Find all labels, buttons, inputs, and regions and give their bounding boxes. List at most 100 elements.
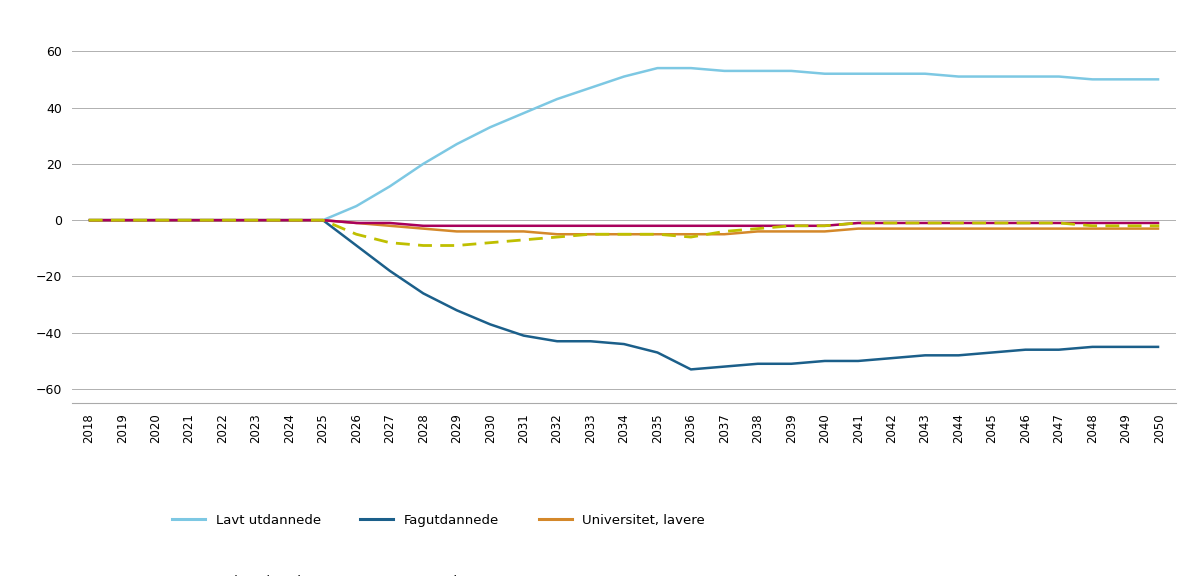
Universitet, høyere bbox=[884, 219, 899, 226]
Universitet, høyere bbox=[215, 217, 229, 223]
Universitet, høyere bbox=[115, 217, 130, 223]
Line: Universitet, lavere: Universitet, lavere bbox=[89, 220, 1159, 234]
Fagutdannede bbox=[884, 355, 899, 362]
Universitet, lavere bbox=[1152, 225, 1166, 232]
Totalt bbox=[349, 231, 364, 238]
Line: Fagutdannede: Fagutdannede bbox=[89, 220, 1159, 369]
Totalt bbox=[1051, 219, 1066, 226]
Universitet, lavere bbox=[248, 217, 263, 223]
Fagutdannede bbox=[583, 338, 598, 344]
Lavt utdannede bbox=[215, 217, 229, 223]
Universitet, høyere bbox=[349, 219, 364, 226]
Totalt bbox=[884, 219, 899, 226]
Universitet, lavere bbox=[684, 231, 698, 238]
Totalt bbox=[918, 219, 932, 226]
Totalt bbox=[851, 219, 865, 226]
Lavt utdannede bbox=[416, 160, 431, 167]
Totalt bbox=[583, 231, 598, 238]
Universitet, høyere bbox=[718, 222, 732, 229]
Fagutdannede bbox=[784, 361, 798, 367]
Lavt utdannede bbox=[1051, 73, 1066, 80]
Fagutdannede bbox=[349, 242, 364, 249]
Lavt utdannede bbox=[516, 109, 530, 116]
Universitet, lavere bbox=[851, 225, 865, 232]
Totalt bbox=[985, 219, 1000, 226]
Totalt bbox=[1085, 222, 1099, 229]
Fagutdannede bbox=[985, 349, 1000, 356]
Lavt utdannede bbox=[149, 217, 163, 223]
Universitet, lavere bbox=[282, 217, 296, 223]
Universitet, høyere bbox=[1152, 219, 1166, 226]
Universitet, høyere bbox=[550, 222, 564, 229]
Lavt utdannede bbox=[918, 70, 932, 77]
Universitet, lavere bbox=[550, 231, 564, 238]
Fagutdannede bbox=[215, 217, 229, 223]
Fagutdannede bbox=[851, 358, 865, 365]
Totalt bbox=[149, 217, 163, 223]
Lavt utdannede bbox=[583, 84, 598, 91]
Universitet, lavere bbox=[316, 217, 330, 223]
Universitet, lavere bbox=[349, 219, 364, 226]
Universitet, høyere bbox=[248, 217, 263, 223]
Universitet, høyere bbox=[650, 222, 665, 229]
Universitet, lavere bbox=[884, 225, 899, 232]
Totalt bbox=[248, 217, 263, 223]
Lavt utdannede bbox=[684, 65, 698, 71]
Fagutdannede bbox=[1152, 343, 1166, 350]
Fagutdannede bbox=[617, 340, 631, 347]
Lavt utdannede bbox=[248, 217, 263, 223]
Fagutdannede bbox=[1085, 343, 1099, 350]
Fagutdannede bbox=[718, 363, 732, 370]
Totalt bbox=[182, 217, 197, 223]
Fagutdannede bbox=[516, 332, 530, 339]
Fagutdannede bbox=[450, 307, 464, 314]
Lavt utdannede bbox=[115, 217, 130, 223]
Universitet, høyere bbox=[450, 222, 464, 229]
Lavt utdannede bbox=[952, 73, 966, 80]
Totalt bbox=[450, 242, 464, 249]
Totalt bbox=[751, 225, 766, 232]
Fagutdannede bbox=[1019, 346, 1033, 353]
Lavt utdannede bbox=[650, 65, 665, 71]
Fagutdannede bbox=[751, 361, 766, 367]
Lavt utdannede bbox=[817, 70, 832, 77]
Universitet, lavere bbox=[918, 225, 932, 232]
Universitet, lavere bbox=[751, 228, 766, 235]
Universitet, høyere bbox=[1085, 219, 1099, 226]
Lavt utdannede bbox=[1019, 73, 1033, 80]
Universitet, lavere bbox=[817, 228, 832, 235]
Universitet, høyere bbox=[952, 219, 966, 226]
Lavt utdannede bbox=[985, 73, 1000, 80]
Universitet, høyere bbox=[82, 217, 96, 223]
Universitet, høyere bbox=[416, 222, 431, 229]
Universitet, høyere bbox=[182, 217, 197, 223]
Lavt utdannede bbox=[617, 73, 631, 80]
Totalt bbox=[817, 222, 832, 229]
Universitet, høyere bbox=[316, 217, 330, 223]
Lavt utdannede bbox=[1118, 76, 1133, 83]
Fagutdannede bbox=[248, 217, 263, 223]
Universitet, lavere bbox=[82, 217, 96, 223]
Totalt bbox=[684, 234, 698, 241]
Fagutdannede bbox=[115, 217, 130, 223]
Universitet, lavere bbox=[182, 217, 197, 223]
Totalt bbox=[115, 217, 130, 223]
Totalt bbox=[316, 217, 330, 223]
Totalt bbox=[1019, 219, 1033, 226]
Universitet, høyere bbox=[482, 222, 497, 229]
Lavt utdannede bbox=[550, 96, 564, 103]
Fagutdannede bbox=[952, 352, 966, 359]
Totalt bbox=[82, 217, 96, 223]
Line: Universitet, høyere: Universitet, høyere bbox=[89, 220, 1159, 226]
Legend: Universitet, høyere, Totalt: Universitet, høyere, Totalt bbox=[167, 570, 468, 576]
Universitet, høyere bbox=[985, 219, 1000, 226]
Universitet, høyere bbox=[1118, 219, 1133, 226]
Fagutdannede bbox=[650, 349, 665, 356]
Totalt bbox=[215, 217, 229, 223]
Totalt bbox=[650, 231, 665, 238]
Universitet, lavere bbox=[149, 217, 163, 223]
Universitet, høyere bbox=[617, 222, 631, 229]
Fagutdannede bbox=[149, 217, 163, 223]
Universitet, lavere bbox=[1019, 225, 1033, 232]
Totalt bbox=[550, 234, 564, 241]
